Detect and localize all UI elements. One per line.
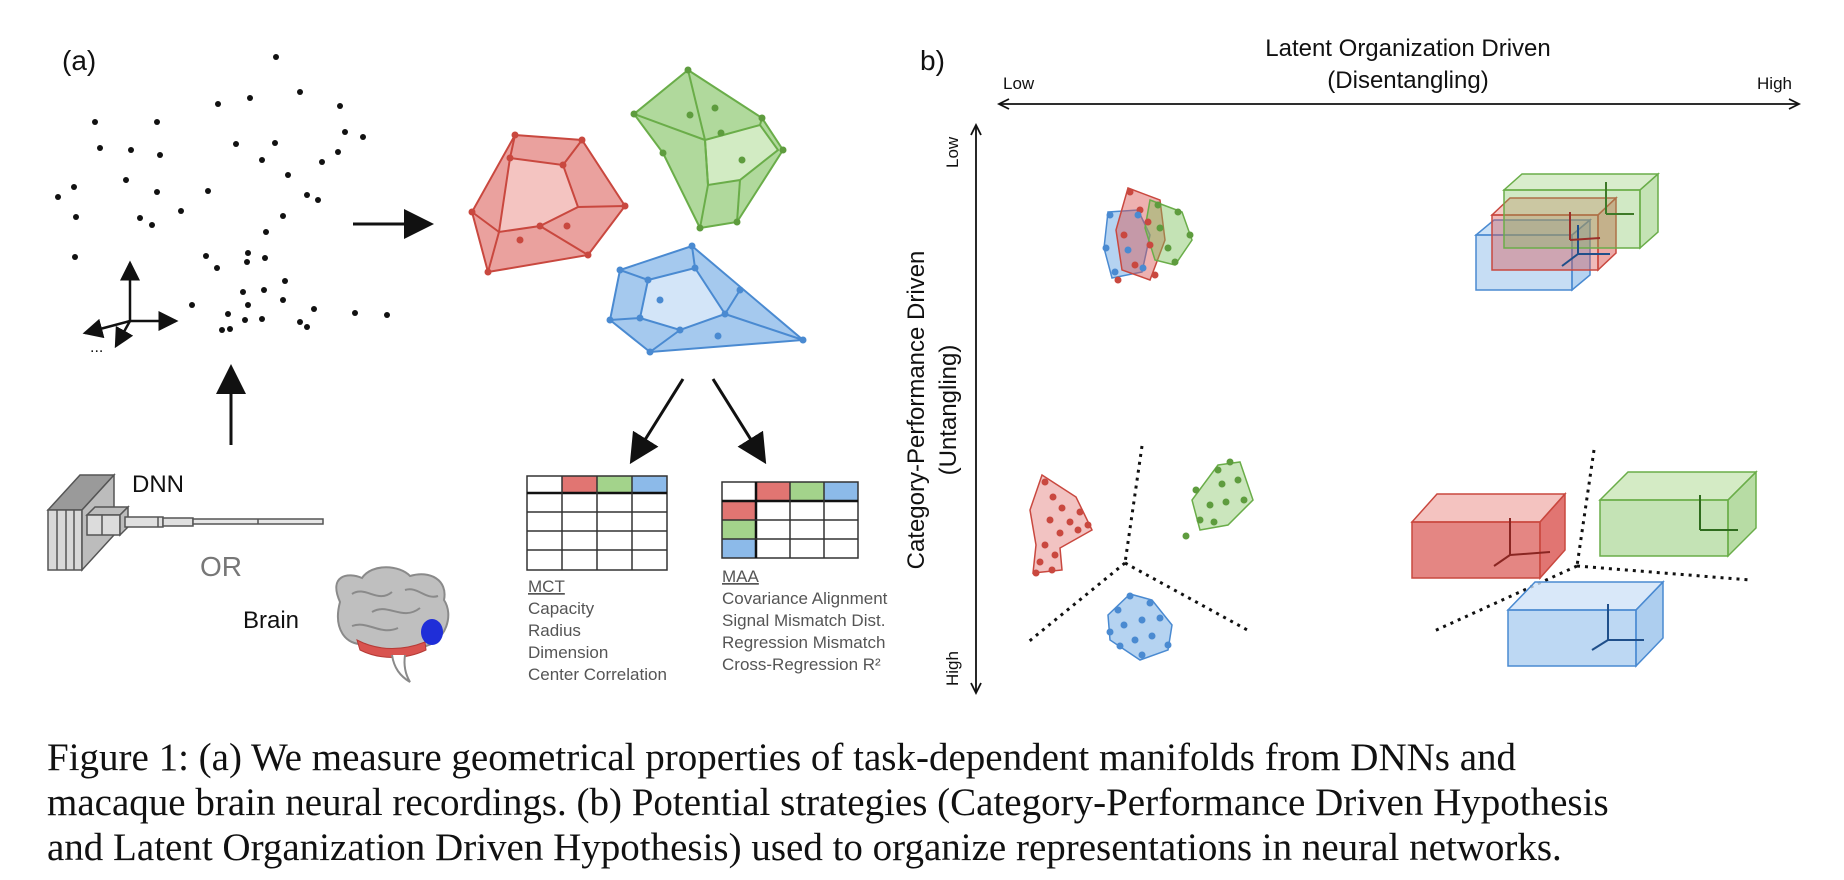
manifold-green: [630, 66, 787, 232]
or-label: OR: [200, 551, 242, 582]
maa-text: MAA Covariance Alignment Signal Mismatch…: [722, 567, 888, 674]
maa-item: Signal Mismatch Dist.: [722, 611, 885, 630]
mct-table: [526, 475, 668, 571]
point-cloud: [55, 54, 390, 333]
dnn-label: DNN: [132, 471, 184, 498]
manifold-red: [468, 131, 629, 276]
caption-line: Figure 1: (a) We measure geometrical pro…: [47, 736, 1517, 779]
mct-item: Radius: [528, 621, 581, 640]
maa-item: Regression Mismatch: [722, 633, 885, 652]
maa-item: Covariance Alignment: [722, 589, 888, 608]
x-axis-title-line2: (Disentangling): [1327, 67, 1488, 94]
y-axis: [970, 122, 982, 696]
y-axis-low: Low: [943, 136, 962, 168]
overlapping-boxes: [1473, 172, 1660, 292]
brain-icon: [335, 566, 450, 683]
x-axis: [996, 98, 1802, 110]
arrow-to-mct: [629, 378, 685, 465]
mct-text: MCT Capacity Radius Dimension Center Cor…: [528, 577, 667, 684]
separated-boxes: [1410, 449, 1758, 668]
mct-item: Capacity: [528, 599, 595, 618]
axes-icon: [82, 260, 179, 349]
figure-caption: Figure 1: (a) We measure geometrical pro…: [47, 735, 1797, 870]
figure: (a) ...: [46, 35, 1802, 696]
mct-title: MCT: [528, 577, 565, 596]
axes-dots: ...: [90, 339, 103, 356]
caption-line: macaque brain neural recordings. (b) Pot…: [47, 781, 1609, 824]
separated-manifolds: [1026, 445, 1254, 661]
entangled-manifolds: [1102, 187, 1194, 284]
x-axis-low: Low: [1003, 74, 1035, 93]
arrow-to-maa: [711, 378, 767, 465]
mct-item: Dimension: [528, 643, 608, 662]
x-axis-title-line1: Latent Organization Driven: [1265, 35, 1551, 62]
maa-table: [721, 481, 859, 559]
x-axis-high: High: [1757, 74, 1792, 93]
mct-item: Center Correlation: [528, 665, 667, 684]
brain-label: Brain: [243, 607, 299, 634]
panel-a-label: (a): [62, 45, 96, 76]
y-axis-high: High: [943, 651, 962, 686]
caption-line: and Latent Organization Driven Hypothesi…: [47, 826, 1562, 869]
y-axis-title-line2: (Untangling): [935, 345, 962, 476]
dnn-icon: [46, 473, 324, 572]
maa-title: MAA: [722, 567, 760, 586]
manifold-blue: [606, 242, 807, 356]
panel-b-label: b): [920, 45, 945, 76]
maa-item: Cross-Regression R²: [722, 655, 881, 674]
y-axis-title-line1: Category-Performance Driven: [903, 251, 930, 570]
